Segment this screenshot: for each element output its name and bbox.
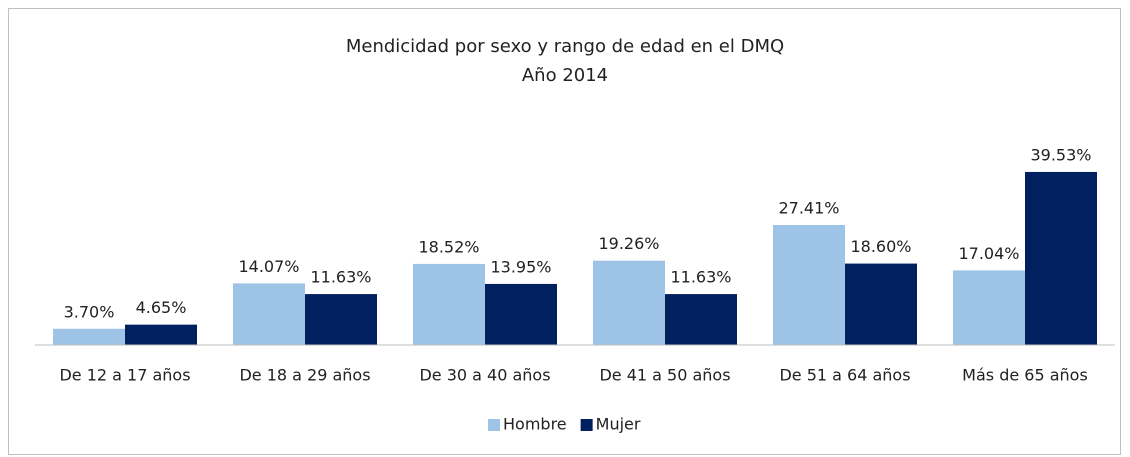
legend-label: Hombre [503,415,567,434]
bar [773,225,845,345]
data-label: 18.52% [418,237,479,256]
bar [485,283,557,345]
bar [125,324,197,345]
legend-swatch [580,419,593,431]
data-label: 4.65% [136,298,187,317]
data-label: 11.63% [310,268,371,287]
data-label: 27.41% [778,199,839,218]
x-tick-label: De 18 a 29 años [239,366,370,385]
data-label: 18.60% [850,237,911,256]
x-tick-label: Más de 65 años [962,366,1088,385]
legend-swatch [488,419,500,431]
bar [593,260,665,345]
legend-label: Mujer [596,415,641,434]
x-tick-label: De 30 a 40 años [419,366,550,385]
x-tick-label: De 51 a 64 años [779,366,910,385]
bar [665,294,737,345]
chart-border [8,8,1121,455]
data-label: 11.63% [670,268,731,287]
chart-subtitle: Año 2014 [522,65,608,86]
data-label: 14.07% [238,257,299,276]
bar [413,263,485,345]
x-tick-label: De 41 a 50 años [599,366,730,385]
bar [305,294,377,345]
data-label: 13.95% [490,257,551,276]
x-tick-label: De 12 a 17 años [59,366,190,385]
data-label: 39.53% [1030,145,1091,164]
bar [53,328,125,345]
bar [845,263,917,345]
data-label: 19.26% [598,234,659,253]
bar [1025,171,1097,345]
data-label: 17.04% [958,244,1019,263]
bar [953,270,1025,345]
chart-title: Mendicidad por sexo y rango de edad en e… [346,36,784,57]
data-label: 3.70% [64,302,115,321]
bar [233,283,305,345]
